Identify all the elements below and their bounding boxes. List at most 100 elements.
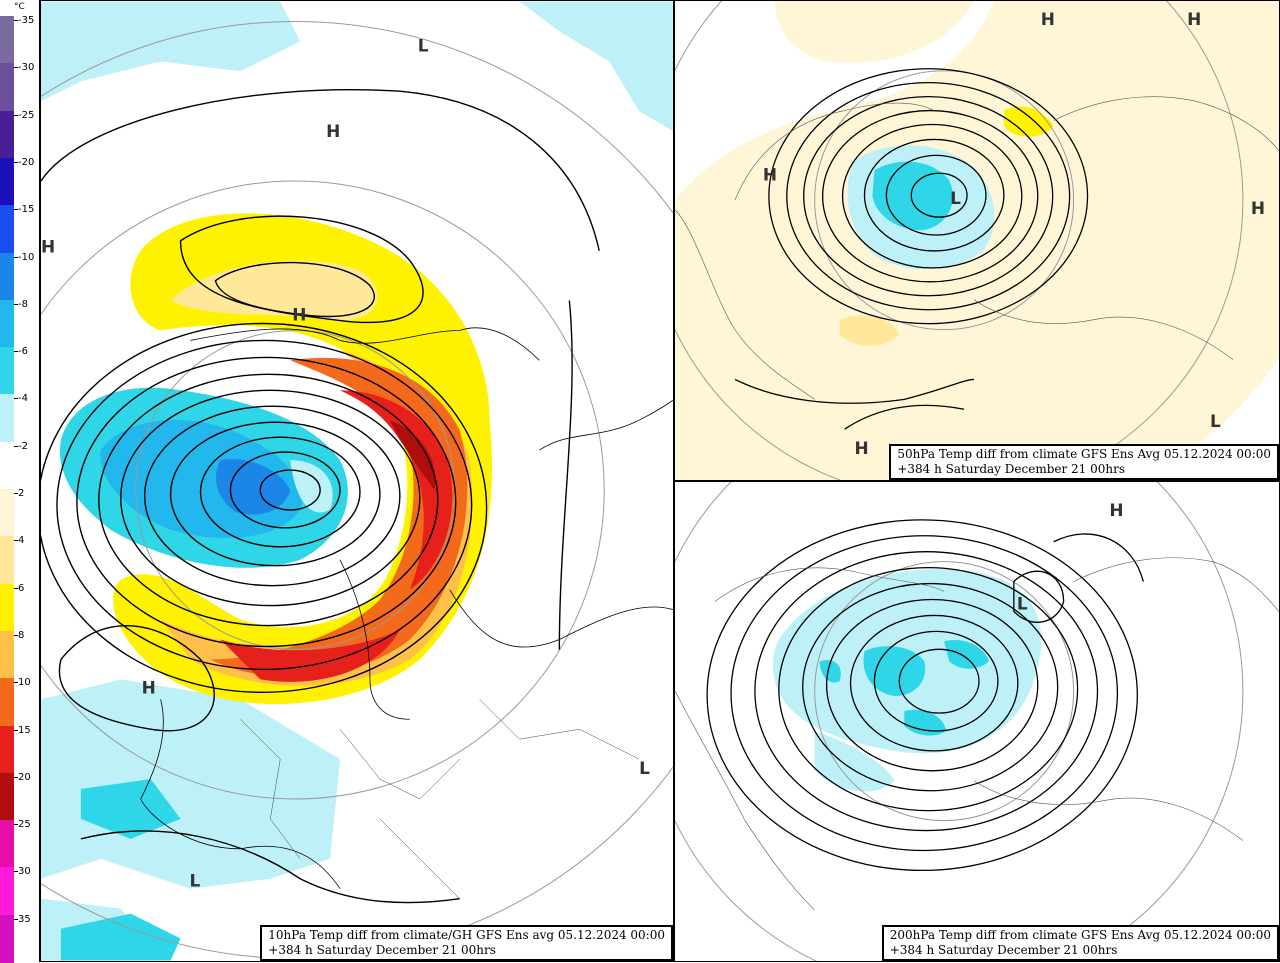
colorbar-tick (14, 540, 18, 542)
cold-anomaly-area (819, 659, 841, 683)
map-200hpa: H L (675, 482, 1279, 961)
colorbar-swatch (0, 299, 14, 348)
colorbar-label: -2 (18, 440, 28, 452)
colorbar-swatch (0, 157, 14, 206)
temperature-colorbar: °C -35 -30 -25 -20 -15 -10 -8 -6 -4 -2 2 4 6 8 10 15 20 2… (0, 0, 40, 963)
anomaly-area (41, 679, 341, 889)
geopotential-contours (734, 68, 1089, 430)
colorbar-swatch (0, 583, 14, 632)
colorbar-swatch (0, 16, 14, 64)
colorbar-tick (14, 20, 18, 21)
map-panel-50hpa: H H H H L H L 50hPa Temp diff from clima… (674, 0, 1280, 481)
colorbar-swatch (0, 678, 14, 727)
colorbar-swatch (0, 867, 14, 916)
colorbar-tick (14, 871, 18, 873)
colorbar-label: 20 (18, 771, 31, 783)
colorbar-swatch (0, 725, 14, 774)
caption-title: 10hPa Temp diff from climate/GH GFS Ens … (268, 928, 665, 942)
map-panel-10hpa: L H H H H L L 10hPa Temp diff from clima… (40, 0, 674, 962)
map-caption-10hpa: 10hPa Temp diff from climate/GH GFS Ens … (260, 925, 673, 961)
colorbar-swatch (0, 536, 14, 585)
anomaly-area (60, 913, 181, 961)
colorbar-label: 10 (18, 677, 31, 689)
low-pressure-label: L (950, 188, 961, 208)
colorbar-label: -8 (18, 298, 28, 310)
colorbar-tick (14, 729, 18, 731)
graticule-circle (675, 482, 1244, 961)
caption-forecast-time: +384 h Saturday December 21 00hrs (268, 943, 496, 957)
colorbar-label: -35 (18, 15, 35, 26)
high-pressure-label: H (855, 438, 869, 458)
colorbar-unit: °C (14, 2, 25, 12)
colorbar-tick (14, 824, 18, 826)
anomaly-area (519, 1, 673, 132)
colorbar-tick (14, 256, 18, 258)
colorbar-swatch (0, 205, 14, 254)
colorbar-tick (14, 776, 18, 778)
colorbar-swatch (0, 394, 14, 443)
high-pressure-label: H (142, 677, 156, 697)
cold-anomaly-area (872, 161, 953, 231)
colorbar-label: 6 (18, 582, 25, 594)
cold-anomaly-area (944, 640, 989, 669)
caption-title: 50hPa Temp diff from climate GFS Ens Avg… (897, 447, 1271, 461)
colorbar-label: 25 (18, 819, 31, 831)
low-pressure-label: L (190, 871, 201, 891)
map-10hpa: L H H H H L L (41, 1, 673, 961)
colorbar-tick (14, 351, 18, 353)
map-50hpa: H H H H L H L (675, 1, 1279, 480)
low-pressure-label: L (1017, 593, 1028, 613)
graticule-circle (41, 180, 605, 800)
colorbar-tick (14, 918, 18, 920)
coastlines (675, 557, 1279, 911)
coastlines (675, 96, 1279, 400)
high-pressure-label: H (292, 305, 306, 325)
colorbar-label: 2 (18, 488, 25, 499)
coastlines (140, 327, 673, 889)
colorbar-label: 15 (18, 724, 31, 736)
colorbar-swatch (0, 820, 14, 869)
cold-anomaly-area (904, 709, 947, 736)
geopotential-contours (41, 89, 600, 904)
warm-anomaly-area (389, 420, 436, 490)
warm-anomaly-area (839, 315, 900, 346)
colorbar-swatch (0, 914, 14, 963)
colorbar-swatch (0, 252, 14, 301)
caption-title: 200hPa Temp diff from climate GFS Ens Av… (889, 928, 1271, 942)
caption-forecast-time: +384 h Saturday December 21 00hrs (897, 462, 1126, 476)
colorbar-tick (14, 209, 18, 211)
colorbar-label: -10 (18, 251, 35, 263)
colorbar-swatch (0, 110, 14, 159)
cold-anomaly-area (216, 459, 291, 515)
colorbar-swatch (0, 489, 14, 537)
cold-anomaly-area (863, 646, 926, 697)
colorbar-tick (14, 114, 18, 116)
borders (240, 699, 640, 899)
colorbar-tick (14, 445, 18, 447)
graticule-circle (675, 1, 1244, 480)
geopotential-contours (706, 519, 1144, 872)
colorbar-tick (14, 682, 18, 684)
colorbar-label: 35 (18, 913, 31, 925)
colorbar-label: -4 (18, 393, 28, 405)
colorbar-tick (14, 398, 18, 400)
colorbar-swatch (0, 63, 14, 112)
high-pressure-label: H (763, 164, 777, 184)
cold-anomaly-area (290, 460, 333, 513)
colorbar-tick (14, 303, 18, 305)
high-pressure-label: H (41, 237, 55, 257)
colorbar-label: -20 (18, 156, 35, 168)
colorbar-tick (14, 161, 18, 163)
high-pressure-label: H (1109, 500, 1123, 520)
caption-forecast-time: +384 h Saturday December 21 00hrs (889, 943, 1118, 957)
map-panel-200hpa: H L 200hPa Temp diff from climate GFS En… (674, 481, 1280, 962)
colorbar-label: 4 (18, 535, 25, 547)
high-pressure-label: H (1187, 9, 1201, 29)
low-pressure-label: L (418, 35, 429, 55)
graticule-circle (814, 70, 1075, 331)
graticule-circle (814, 561, 1075, 822)
high-pressure-label: H (326, 121, 340, 141)
colorbar-swatch (0, 347, 14, 396)
warm-anomaly-area (340, 390, 453, 590)
warm-anomaly-area (774, 1, 975, 63)
